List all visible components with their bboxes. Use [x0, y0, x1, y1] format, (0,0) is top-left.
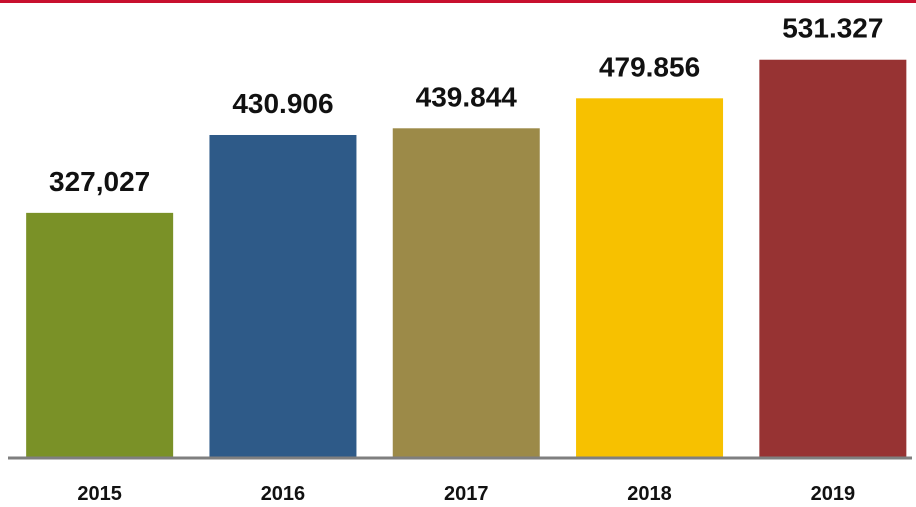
bar-value-label-2017: 439.844 — [416, 81, 518, 112]
bar-2016 — [209, 134, 357, 458]
bar-value-label-2018: 479.856 — [599, 51, 700, 82]
bar-value-label-2015: 327,027 — [49, 166, 150, 197]
bar-2018 — [576, 98, 724, 458]
value-labels-group: 327,027 430.906 439.844 479.856 531.327 — [49, 13, 883, 197]
x-tick-label-2015: 2015 — [77, 483, 122, 505]
x-tick-label-2018: 2018 — [627, 483, 672, 505]
bar-2015 — [26, 212, 174, 458]
x-tick-labels-group: 2015 2016 2017 2018 2019 — [77, 483, 855, 505]
bars-group — [26, 59, 907, 459]
x-tick-label-2019: 2019 — [811, 483, 856, 505]
bar-2019 — [759, 59, 907, 459]
x-tick-label-2016: 2016 — [261, 483, 306, 505]
top-accent-rule — [0, 0, 916, 3]
bar-value-label-2019: 531.327 — [782, 13, 883, 44]
bar-value-label-2016: 430.906 — [232, 88, 333, 119]
bar-2017 — [392, 128, 540, 458]
x-tick-label-2017: 2017 — [444, 483, 489, 505]
